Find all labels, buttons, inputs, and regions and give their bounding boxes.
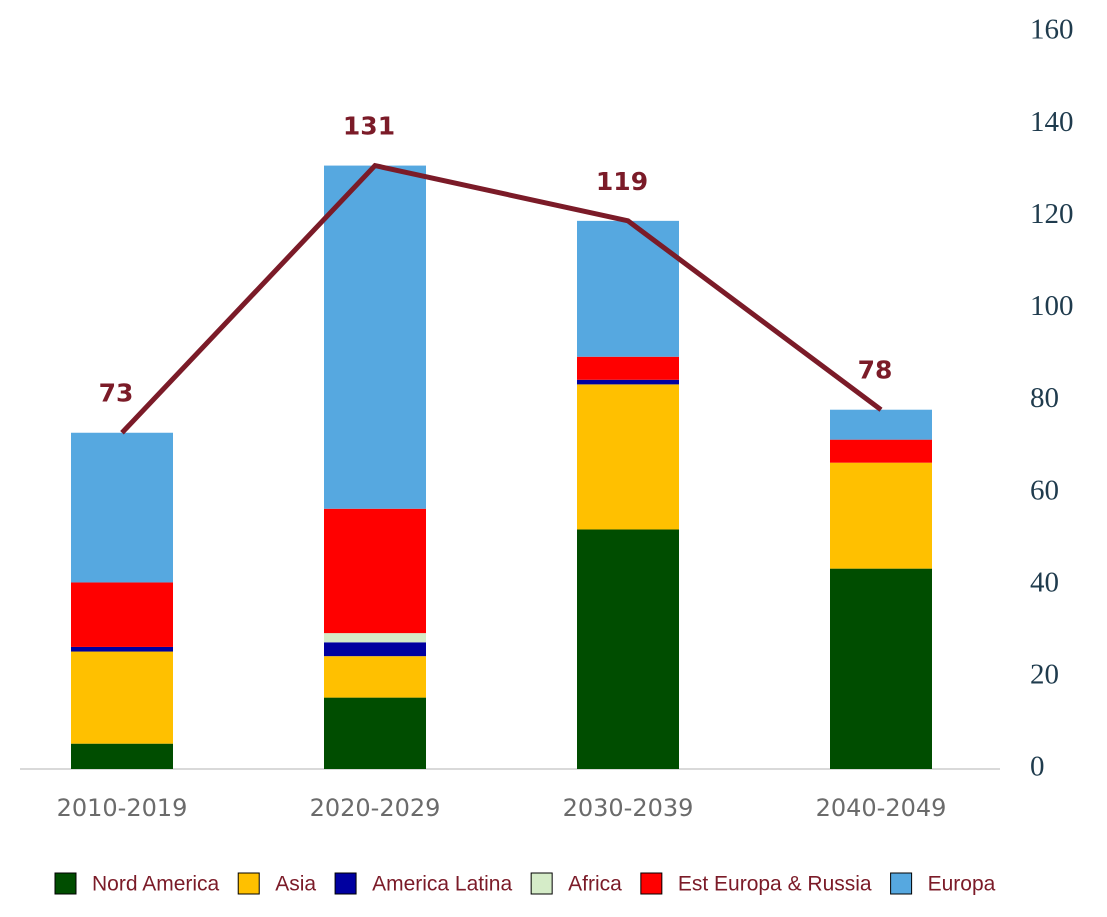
- bar-segment: [577, 356, 679, 380]
- legend-label: Est Europa & Russia: [678, 873, 872, 896]
- y-tick-label: 100: [1030, 290, 1074, 322]
- bar-segment: [577, 384, 679, 530]
- value-label: 73: [99, 379, 134, 408]
- bar-segment: [71, 432, 173, 583]
- bar-segment: [324, 165, 426, 509]
- bar-segment: [71, 651, 173, 744]
- legend-swatch: [334, 872, 357, 895]
- bar-segment: [324, 508, 426, 634]
- x-tick-label: 2010-2019: [57, 794, 188, 822]
- total-line: [120, 162, 883, 435]
- bar-segment: [71, 646, 173, 652]
- bar-segment: [577, 529, 679, 769]
- bar-segment: [830, 409, 932, 440]
- bar-segment: [71, 743, 173, 769]
- legend-swatch: [54, 872, 77, 895]
- bar-segment: [830, 439, 932, 463]
- y-tick-label: 0: [1030, 751, 1045, 783]
- y-tick-label: 20: [1030, 659, 1059, 691]
- y-tick-label: 80: [1030, 382, 1059, 414]
- bar-segment: [830, 462, 932, 569]
- y-tick-label: 40: [1030, 566, 1059, 598]
- legend-label: Asia: [275, 873, 316, 896]
- x-tick-label: 2040-2049: [816, 794, 947, 822]
- y-tick-label: 140: [1030, 106, 1074, 138]
- bar-segment: [324, 642, 426, 657]
- x-tick-label: 2030-2039: [563, 794, 694, 822]
- legend-swatch: [890, 872, 913, 895]
- value-label: 78: [858, 356, 893, 385]
- bar-segment: [71, 582, 173, 647]
- y-tick-label: 60: [1030, 474, 1059, 506]
- bar-segment: [324, 633, 426, 643]
- legend-swatch: [237, 872, 260, 895]
- value-label: 131: [343, 112, 395, 141]
- y-tick-label: 160: [1030, 14, 1074, 46]
- value-label: 119: [596, 167, 648, 196]
- x-tick-label: 2020-2029: [310, 794, 441, 822]
- y-tick-label: 120: [1030, 198, 1074, 230]
- legend-swatch: [640, 872, 663, 895]
- bar-segment: [577, 379, 679, 385]
- legend-label: Africa: [568, 873, 622, 896]
- bar-segment: [577, 220, 679, 357]
- legend-label: Nord America: [92, 873, 220, 896]
- bar-segment: [830, 568, 932, 769]
- legend-swatch: [530, 872, 553, 895]
- bar-segment: [324, 697, 426, 769]
- legend-label: Europa: [928, 873, 996, 896]
- bar-segment: [324, 656, 426, 698]
- legend-label: America Latina: [372, 873, 512, 896]
